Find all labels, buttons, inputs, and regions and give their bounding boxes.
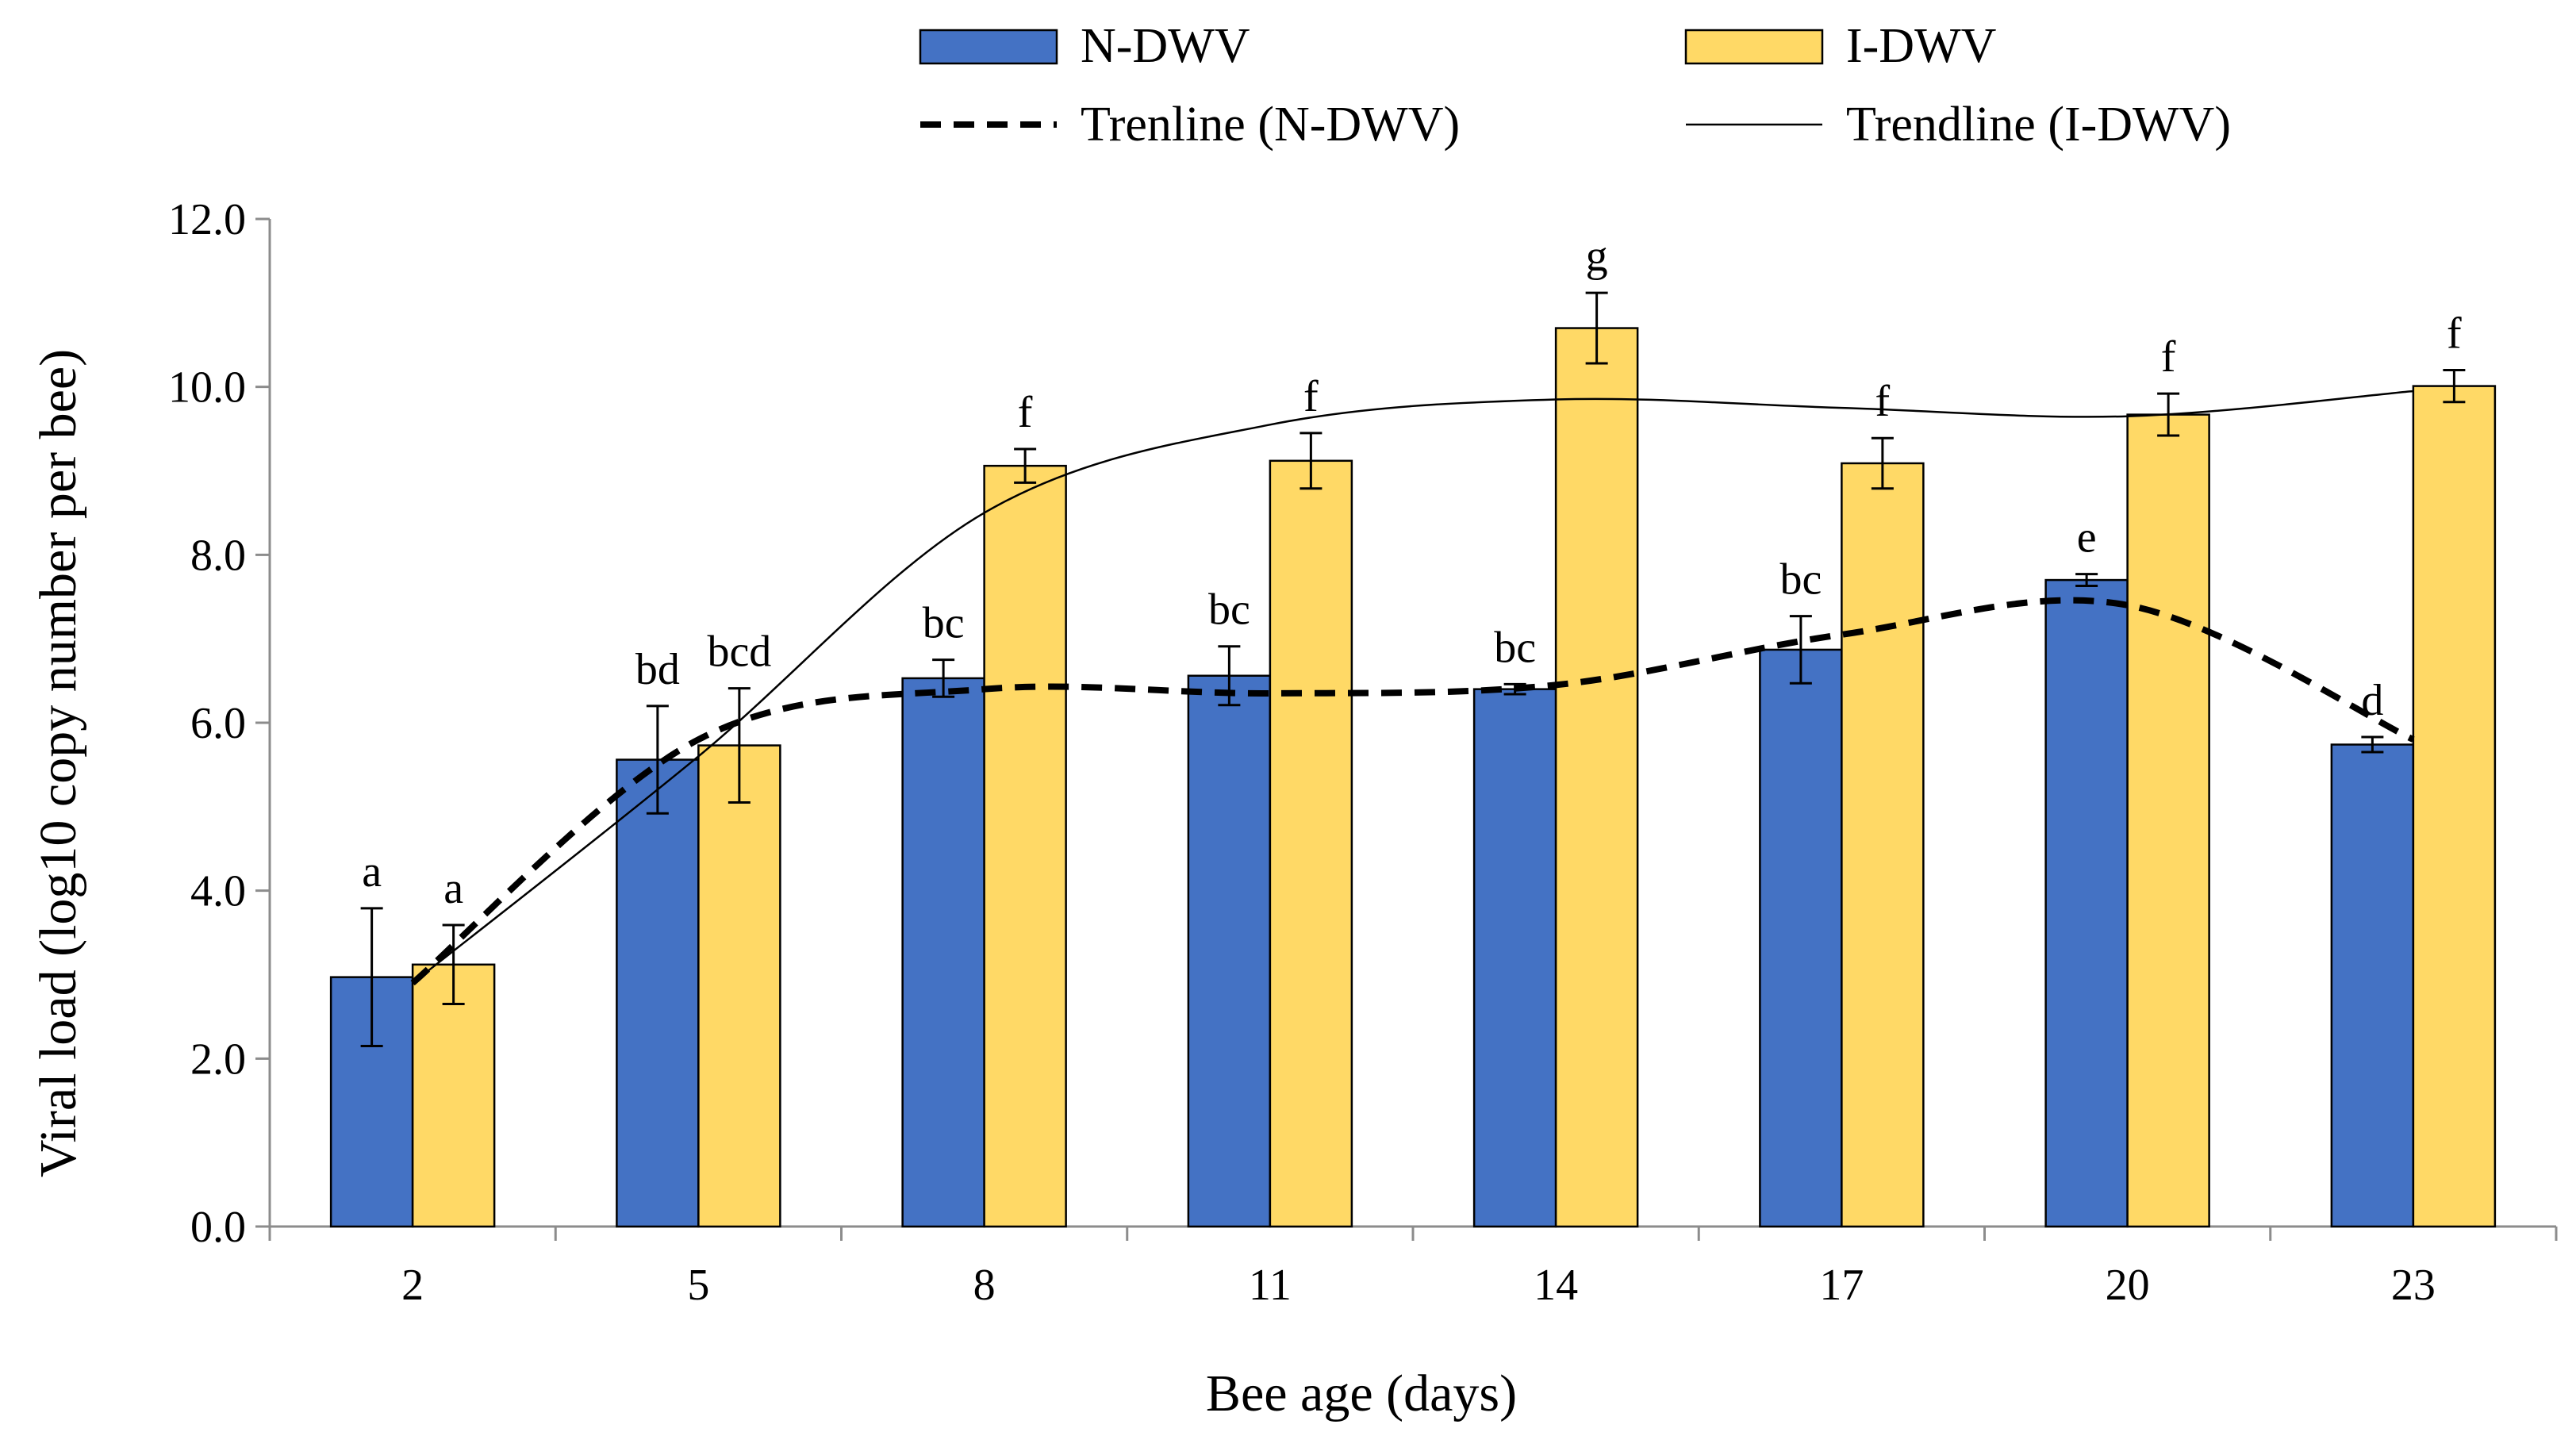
error-bars <box>360 291 2466 1047</box>
sig-letter-n-dwv-14: bc <box>1494 623 1536 672</box>
sig-letter-n-dwv-2: a <box>362 847 382 896</box>
bar-i-dwv-23 <box>2412 385 2497 1228</box>
sig-letter-i-dwv-17: f <box>1875 377 1891 426</box>
bar-n-dwv-5 <box>616 758 700 1228</box>
legend-label-n-dwv: N-DWV <box>1081 19 1250 73</box>
x-tick-label-4: 14 <box>1534 1261 1578 1310</box>
bar-n-dwv-14 <box>1472 688 1557 1228</box>
bar-n-dwv-8 <box>901 677 985 1228</box>
y-tick-label-3: 6.0 <box>190 699 246 748</box>
y-tick-label-4: 8.0 <box>190 531 246 580</box>
sig-letter-n-dwv-23: d <box>2361 676 2383 725</box>
legend-label-trend-i-dwv: Trendline (I-DWV) <box>1846 98 2231 152</box>
sig-letter-i-dwv-11: f <box>1303 372 1319 421</box>
bar-i-dwv-11 <box>1269 459 1353 1228</box>
bars <box>329 327 2497 1228</box>
sig-letter-n-dwv-17: bc <box>1779 555 1822 605</box>
x-tick-label-0: 2 <box>401 1261 424 1310</box>
legend-label-trend-n-dwv: Trenline (N-DWV) <box>1081 98 1460 152</box>
y-tick-label-1: 2.0 <box>190 1035 246 1084</box>
sig-letter-n-dwv-5: bd <box>635 645 680 694</box>
sig-letter-i-dwv-14: g <box>1586 232 1608 281</box>
sig-letter-n-dwv-8: bc <box>923 599 965 648</box>
sig-letter-n-dwv-11: bc <box>1208 585 1250 635</box>
sig-letter-i-dwv-23: f <box>2447 309 2462 359</box>
sig-letter-n-dwv-20: e <box>2077 513 2097 562</box>
x-axis-title: Bee age (days) <box>1206 1365 1517 1422</box>
bar-i-dwv-5 <box>697 744 781 1228</box>
y-tick-label-6: 12.0 <box>168 195 246 244</box>
y-tick-label-0: 0.0 <box>190 1203 246 1252</box>
bar-n-dwv-20 <box>2044 578 2129 1228</box>
sig-letter-i-dwv-8: f <box>1018 388 1033 437</box>
legend-label-i-dwv: I-DWV <box>1846 19 1997 73</box>
bar-i-dwv-8 <box>983 464 1067 1228</box>
x-tick-label-3: 11 <box>1249 1261 1292 1310</box>
sig-letter-i-dwv-2: a <box>443 864 463 913</box>
legend-swatch-n-dwv <box>919 29 1058 65</box>
bar-i-dwv-14 <box>1554 327 1639 1228</box>
bar-i-dwv-20 <box>2126 413 2210 1228</box>
legend-swatch-i-dwv <box>1684 29 1824 65</box>
bar-i-dwv-17 <box>1841 462 1925 1228</box>
legend: N-DWV I-DWV Trenline (N-DWV) Trendline (… <box>919 19 2231 152</box>
x-axis-ticks: 2 5 8 11 14 17 20 23 <box>268 1227 2558 1310</box>
significance-letters: a bd bc bc bc bc e d a bcd f f g f f f <box>362 232 2462 913</box>
trendline-i-dwv <box>412 390 2413 985</box>
bar-n-dwv-17 <box>1759 648 1843 1228</box>
bar-n-dwv-11 <box>1187 674 1272 1228</box>
y-tick-label-5: 10.0 <box>168 363 246 413</box>
x-tick-label-6: 20 <box>2106 1261 2150 1310</box>
y-axis-ticks: 0.0 2.0 4.0 6.0 8.0 10.0 12.0 <box>168 195 270 1252</box>
y-axis-title: Viral load (log10 copy number per bee) <box>29 349 87 1177</box>
bar-i-dwv-2 <box>411 963 496 1228</box>
x-tick-label-7: 23 <box>2391 1261 2436 1310</box>
x-tick-label-2: 8 <box>973 1261 996 1310</box>
x-tick-label-1: 5 <box>687 1261 709 1310</box>
trendlines <box>410 390 2415 986</box>
sig-letter-i-dwv-20: f <box>2161 332 2176 382</box>
sig-letter-i-dwv-5: bcd <box>707 628 771 677</box>
y-tick-label-2: 4.0 <box>190 867 246 916</box>
bar-n-dwv-23 <box>2330 743 2415 1228</box>
x-tick-label-5: 17 <box>1819 1261 1864 1310</box>
